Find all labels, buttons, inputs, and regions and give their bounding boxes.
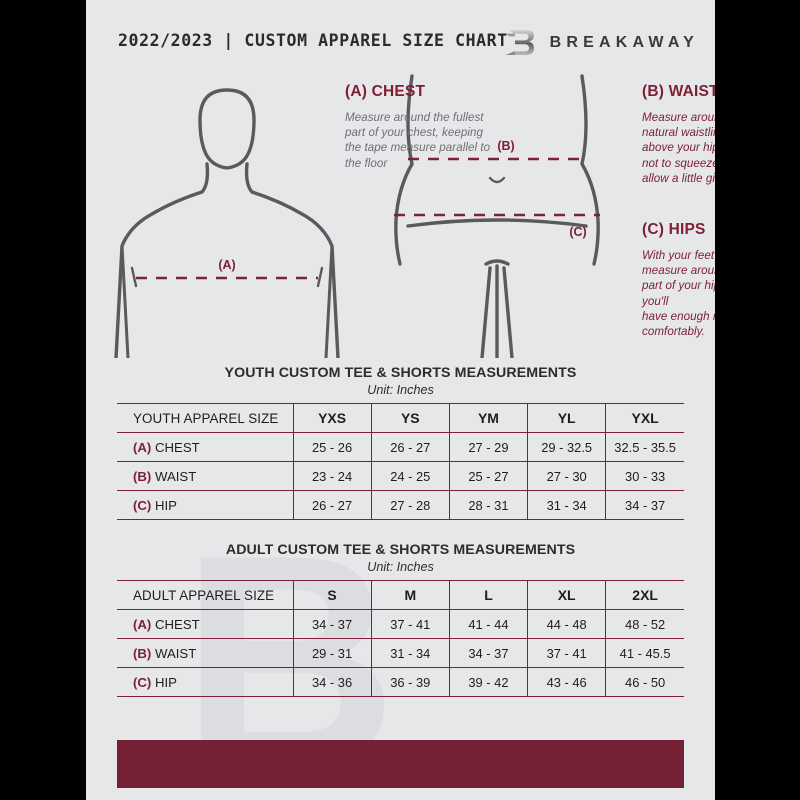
adult-waist-xl: 37 - 41 [527,638,607,668]
waist-label: WAIST [154,645,197,661]
chest-description-body: Measure around the fullest part of your … [345,111,491,170]
youth-chest-yxl: 32.5 - 35.5 [605,432,684,462]
adult-chest-m: 37 - 41 [371,609,450,639]
chest-description-heading: (A) CHEST [345,83,426,100]
brand-name: BREAKAWAY [549,34,699,51]
adult-size-col-3: XL [527,580,607,610]
adult-size-table: ADULT APPAREL SIZE S M L XL 2XL (A) CHES… [117,580,684,697]
table-row: (A) CHEST 34 - 37 37 - 41 41 - 44 44 - 4… [117,609,684,639]
table-header-row: ADULT APPAREL SIZE S M L XL 2XL [117,580,684,610]
footer-bar [117,740,684,788]
youth-waist-yxl: 30 - 33 [605,461,684,491]
adult-chest-2xl: 48 - 52 [605,609,684,639]
youth-chest-ys: 26 - 27 [371,432,450,462]
youth-row-label-waist: (B) WAIST [117,461,294,491]
table-header-row: YOUTH APPAREL SIZE YXS YS YM YL YXL [117,403,684,433]
hip-marker-label: (C) [569,225,586,239]
page-header: 2022/2023 | CUSTOM APPAREL SIZE CHART BR… [86,27,715,61]
hip-label: HIP [154,674,177,690]
adult-row-label-hip: (C) HIP [117,667,294,697]
waist-marker: (B) [133,645,152,661]
youth-size-col-1: YS [371,403,450,433]
measurement-illustrations: (A) (B) (C) (A) CHEST Mea [86,68,715,358]
adult-chest-xl: 44 - 48 [527,609,607,639]
youth-waist-yl: 27 - 30 [527,461,607,491]
brand-lockup: BREAKAWAY [503,27,699,59]
chest-marker: (A) [133,439,152,455]
hip-marker: (C) [133,674,152,690]
adult-hip-2xl: 46 - 50 [605,667,684,697]
waist-description: (B) WAIST Measure around your natural wa… [642,83,715,186]
youth-size-label: YOUTH APPAREL SIZE [117,403,294,433]
youth-chest-ym: 27 - 29 [449,432,529,462]
waist-description-heading: (B) WAIST [642,83,715,100]
youth-size-table: YOUTH APPAREL SIZE YXS YS YM YL YXL (A) … [117,403,684,520]
adult-size-col-4: 2XL [605,580,684,610]
youth-hip-yxl: 34 - 37 [605,490,684,520]
youth-hip-ys: 27 - 28 [371,490,450,520]
youth-waist-ym: 25 - 27 [449,461,529,491]
table-row: (C) HIP 26 - 27 27 - 28 28 - 31 31 - 34 … [117,490,684,520]
table-row: (B) WAIST 29 - 31 31 - 34 34 - 37 37 - 4… [117,638,684,668]
youth-size-col-3: YL [527,403,607,433]
lower-body-figure: (B) (C) [394,74,600,358]
hips-description-body: With your feet together, measure around … [642,249,715,339]
adult-size-label: ADULT APPAREL SIZE [117,580,294,610]
youth-waist-ys: 24 - 25 [371,461,450,491]
hips-description: (C) HIPS With your feet together, measur… [642,221,715,339]
youth-table-title: YOUTH CUSTOM TEE & SHORTS MEASUREMENTS [224,365,577,381]
table-row: (C) HIP 34 - 36 36 - 39 39 - 42 43 - 46 … [117,667,684,697]
youth-row-label-hip: (C) HIP [117,490,294,520]
youth-table-unit: Unit: Inches [367,383,434,397]
chest-description: (A) CHEST Measure around the fullest par… [345,83,495,171]
adult-chest-s: 34 - 37 [293,609,372,639]
youth-table-block: YOUTH CUSTOM TEE & SHORTS MEASUREMENTS U… [117,365,684,520]
adult-waist-s: 29 - 31 [293,638,372,668]
upper-body-figure: (A) [114,88,340,358]
waist-label: WAIST [154,468,197,484]
waist-marker: (B) [133,468,152,484]
adult-hip-l: 39 - 42 [449,667,529,697]
chest-label: CHEST [154,439,200,455]
adult-waist-l: 34 - 37 [449,638,529,668]
size-chart-page: B 2022/2023 | CUSTOM APPAREL SIZE CHART … [86,0,715,800]
hip-label: HIP [154,497,177,513]
youth-waist-yxs: 23 - 24 [293,461,372,491]
youth-chest-yl: 29 - 32.5 [527,432,607,462]
adult-table-title: ADULT CUSTOM TEE & SHORTS MEASUREMENTS [225,542,576,558]
adult-hip-m: 36 - 39 [371,667,450,697]
youth-size-col-0: YXS [293,403,372,433]
youth-size-col-2: YM [449,403,529,433]
table-row: (B) WAIST 23 - 24 24 - 25 25 - 27 27 - 3… [117,461,684,491]
waist-description-body: Measure around your natural waistline – … [642,111,715,185]
adult-size-col-2: L [449,580,529,610]
adult-table-unit: Unit: Inches [367,560,434,574]
youth-chest-yxs: 25 - 26 [293,432,372,462]
adult-chest-l: 41 - 44 [449,609,529,639]
youth-size-col-4: YXL [605,403,684,433]
adult-size-col-1: M [371,580,450,610]
table-row: (A) CHEST 25 - 26 26 - 27 27 - 29 29 - 3… [117,432,684,462]
page-title: 2022/2023 | CUSTOM APPAREL SIZE CHART [118,31,508,50]
chest-marker: (A) [133,616,152,632]
breakaway-b-logo-icon [504,30,534,55]
adult-hip-xl: 43 - 46 [527,667,607,697]
youth-hip-ym: 28 - 31 [449,490,529,520]
chest-label: CHEST [154,616,200,632]
adult-waist-m: 31 - 34 [371,638,450,668]
adult-hip-s: 34 - 36 [293,667,372,697]
adult-row-label-waist: (B) WAIST [117,638,294,668]
adult-table-block: ADULT CUSTOM TEE & SHORTS MEASUREMENTS U… [117,542,684,697]
hips-description-heading: (C) HIPS [642,221,706,238]
youth-hip-yl: 31 - 34 [527,490,607,520]
waist-marker-label: (B) [497,139,514,153]
hip-marker: (C) [133,497,152,513]
adult-size-col-0: S [293,580,372,610]
adult-waist-2xl: 41 - 45.5 [605,638,684,668]
youth-hip-yxs: 26 - 27 [293,490,372,520]
youth-row-label-chest: (A) CHEST [117,432,294,462]
chest-marker-label: (A) [218,258,235,272]
adult-row-label-chest: (A) CHEST [117,609,294,639]
